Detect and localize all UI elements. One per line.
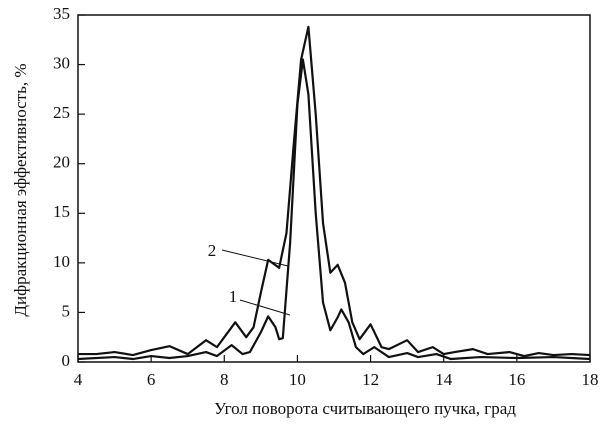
- x-tick-label: 16: [508, 370, 525, 389]
- series-line: [77, 58, 591, 361]
- y-tick-label: 10: [53, 252, 70, 271]
- y-tick-label: 20: [53, 153, 70, 172]
- series-annotation: 1: [229, 287, 238, 306]
- x-axis-label: Угол поворота считывающего пучка, град: [214, 399, 516, 418]
- x-tick-label: 12: [362, 370, 379, 389]
- y-tick-label: 30: [53, 53, 70, 72]
- leader-line: [221, 249, 289, 267]
- x-tick-label: 8: [220, 370, 229, 389]
- series-annotation: 2: [208, 241, 217, 260]
- y-tick-label: 0: [62, 351, 71, 370]
- x-tick-label: 18: [582, 370, 599, 389]
- y-tick-label: 25: [53, 103, 70, 122]
- y-tick-label: 15: [53, 202, 70, 221]
- leader-line: [239, 299, 291, 316]
- y-tick-label: 35: [53, 4, 70, 23]
- series-line: [78, 25, 591, 358]
- x-tick-label: 4: [74, 370, 83, 389]
- plot-frame: [77, 14, 591, 363]
- y-tick-label: 5: [62, 301, 71, 320]
- x-tick-label: 14: [435, 370, 453, 389]
- y-axis-label: Дифракционная эффективность, %: [11, 63, 30, 316]
- x-tick-label: 10: [289, 370, 306, 389]
- x-tick-label: 6: [147, 370, 156, 389]
